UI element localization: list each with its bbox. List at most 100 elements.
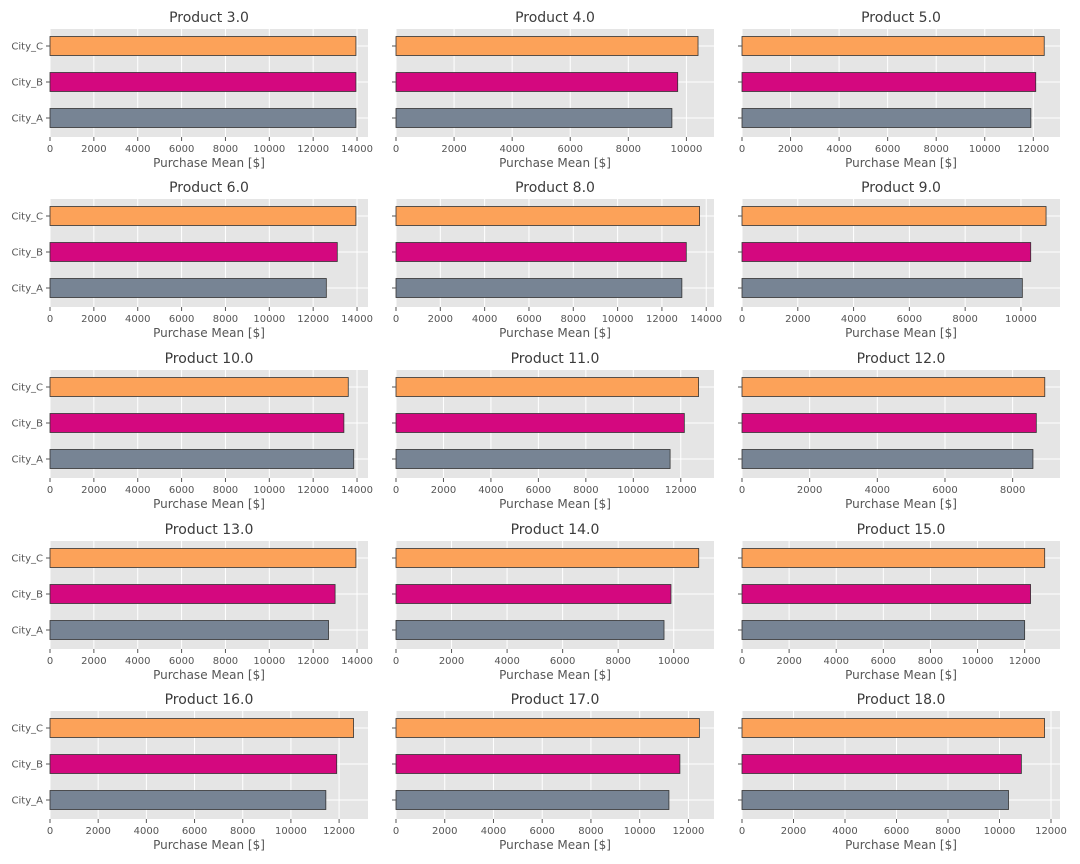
x-tick-label: 12000 bbox=[323, 826, 355, 837]
panel-12: City_A: 12000 City_B: 12250 City_C: 12850 0… bbox=[738, 522, 1060, 682]
bar-city-b: City_B: 13000 bbox=[49, 584, 336, 604]
bar-city-a: City_A: 8600 bbox=[741, 449, 1034, 469]
bar-city-c: City_C: 13950 bbox=[49, 548, 357, 568]
x-axis-label: Purchase Mean [$] bbox=[153, 838, 265, 852]
x-tick-label: 6000 bbox=[169, 485, 194, 496]
panel-9: City_A: 8600 City_B: 8700 City_C: 8950 0 200… bbox=[738, 351, 1060, 511]
bar-city-c: City_C: 12450 bbox=[395, 718, 700, 738]
x-tick-label: 8000 bbox=[923, 144, 948, 155]
bar-city-b: City_B: 11900 bbox=[49, 754, 338, 774]
bar-city-b: City_B: 8700 bbox=[741, 413, 1037, 433]
bar-city-c: City_C: 12600 bbox=[49, 718, 354, 738]
bar-city-b: City_B: 13100 bbox=[395, 242, 687, 262]
x-tick-label: 6000 bbox=[558, 144, 583, 155]
x-tick-label: 14000 bbox=[341, 656, 373, 667]
x-tick-label: 6000 bbox=[169, 656, 194, 667]
x-tick-label: 8000 bbox=[952, 314, 977, 325]
bar-city-b: City_B: 10350 bbox=[741, 242, 1032, 262]
panel-title: Product 12.0 bbox=[857, 351, 946, 367]
x-tick-label: 12000 bbox=[665, 485, 697, 496]
x-tick-label: 14000 bbox=[690, 314, 722, 325]
panel-title: Product 17.0 bbox=[511, 692, 600, 708]
x-tick-label: 4000 bbox=[478, 485, 503, 496]
x-tick-label: 8000 bbox=[213, 485, 238, 496]
bar-city-c: City_C: 10900 bbox=[741, 206, 1047, 226]
x-tick-label: 0 bbox=[739, 485, 745, 496]
x-tick-label: 10000 bbox=[253, 656, 285, 667]
y-tick-label: City_C bbox=[11, 724, 43, 735]
x-tick-label: 4000 bbox=[826, 144, 851, 155]
x-tick-label: 2000 bbox=[776, 656, 801, 667]
x-tick-label: 14000 bbox=[341, 144, 373, 155]
x-tick-label: 6000 bbox=[516, 314, 541, 325]
bar-city-a: City_A: 10050 bbox=[741, 278, 1023, 298]
panel-5: City_A: 12900 City_B: 13100 City_C: 13700 0… bbox=[392, 180, 722, 340]
panel-title: Product 6.0 bbox=[169, 180, 249, 196]
x-tick-label: 12000 bbox=[297, 144, 329, 155]
bar-city-b: City_B: 13100 bbox=[49, 242, 338, 262]
x-tick-label: 6000 bbox=[169, 144, 194, 155]
x-tick-label: 10000 bbox=[602, 314, 634, 325]
panel-title: Product 16.0 bbox=[165, 692, 254, 708]
x-tick-label: 8000 bbox=[605, 656, 630, 667]
y-tick-label: City_C bbox=[11, 42, 43, 53]
bar-city-c: City_C: 13600 bbox=[49, 377, 349, 397]
bar-city-a: City_A: 11450 bbox=[49, 790, 327, 810]
x-tick-label: 10000 bbox=[624, 826, 656, 837]
x-tick-label: 10000 bbox=[253, 314, 285, 325]
y-tick-label: City_A bbox=[12, 455, 44, 466]
x-tick-label: 4000 bbox=[125, 656, 150, 667]
x-tick-label: 0 bbox=[47, 826, 53, 837]
x-tick-label: 6000 bbox=[932, 485, 957, 496]
bar-city-a: City_A: 11200 bbox=[395, 790, 670, 810]
x-axis-label: Purchase Mean [$] bbox=[845, 497, 957, 511]
x-tick-label: 12000 bbox=[297, 656, 329, 667]
panel-10: City_A: 12700 City_B: 13000 City_C: 13950 C… bbox=[11, 522, 373, 682]
x-tick-label: 0 bbox=[393, 485, 399, 496]
x-tick-label: 6000 bbox=[529, 826, 554, 837]
bar-city-c: City_C: 12750 bbox=[395, 377, 699, 397]
x-tick-label: 4000 bbox=[472, 314, 497, 325]
x-tick-label: 6000 bbox=[897, 314, 922, 325]
bar-city-b: City_B: 13950 bbox=[49, 72, 357, 92]
x-tick-label: 2000 bbox=[431, 485, 456, 496]
x-tick-label: 4000 bbox=[832, 826, 857, 837]
x-tick-label: 6000 bbox=[875, 144, 900, 155]
x-axis-label: Purchase Mean [$] bbox=[499, 156, 611, 170]
bar-city-c: City_C: 12450 bbox=[741, 36, 1045, 56]
x-tick-label: 10000 bbox=[671, 144, 703, 155]
x-tick-label: 8000 bbox=[213, 314, 238, 325]
x-tick-label: 12000 bbox=[646, 314, 678, 325]
x-axis-label: Purchase Mean [$] bbox=[499, 497, 611, 511]
bar-city-c: City_C: 10900 bbox=[395, 548, 700, 568]
x-axis-label: Purchase Mean [$] bbox=[153, 497, 265, 511]
x-tick-label: 4000 bbox=[134, 826, 159, 837]
panel-title: Product 10.0 bbox=[165, 351, 254, 367]
panel-title: Product 13.0 bbox=[165, 522, 254, 538]
x-tick-label: 12000 bbox=[1035, 826, 1067, 837]
y-tick-label: City_A bbox=[12, 626, 44, 637]
bar-city-c: City_C: 11750 bbox=[741, 718, 1045, 738]
panel-title: Product 9.0 bbox=[861, 180, 941, 196]
panel-14: City_A: 11200 City_B: 11650 City_C: 12450 0… bbox=[392, 692, 714, 852]
x-tick-label: 2000 bbox=[81, 314, 106, 325]
x-tick-label: 8000 bbox=[616, 144, 641, 155]
panel-title: Product 15.0 bbox=[857, 522, 946, 538]
x-axis-label: Purchase Mean [$] bbox=[153, 668, 265, 682]
x-tick-label: 8000 bbox=[213, 144, 238, 155]
x-tick-label: 6000 bbox=[169, 314, 194, 325]
x-tick-label: 8000 bbox=[1000, 485, 1025, 496]
x-tick-label: 0 bbox=[393, 314, 399, 325]
x-tick-label: 10000 bbox=[962, 656, 994, 667]
x-axis-label: Purchase Mean [$] bbox=[153, 326, 265, 340]
x-axis-label: Purchase Mean [$] bbox=[499, 326, 611, 340]
x-tick-label: 4000 bbox=[125, 485, 150, 496]
bar-city-c: City_C: 13950 bbox=[49, 206, 357, 226]
x-tick-label: 6000 bbox=[550, 656, 575, 667]
bar-city-b: City_B: 10850 bbox=[741, 754, 1022, 774]
x-tick-label: 12000 bbox=[673, 826, 705, 837]
bar-city-a: City_A: 9650 bbox=[395, 620, 665, 640]
x-tick-label: 4000 bbox=[865, 485, 890, 496]
x-tick-label: 4000 bbox=[823, 656, 848, 667]
